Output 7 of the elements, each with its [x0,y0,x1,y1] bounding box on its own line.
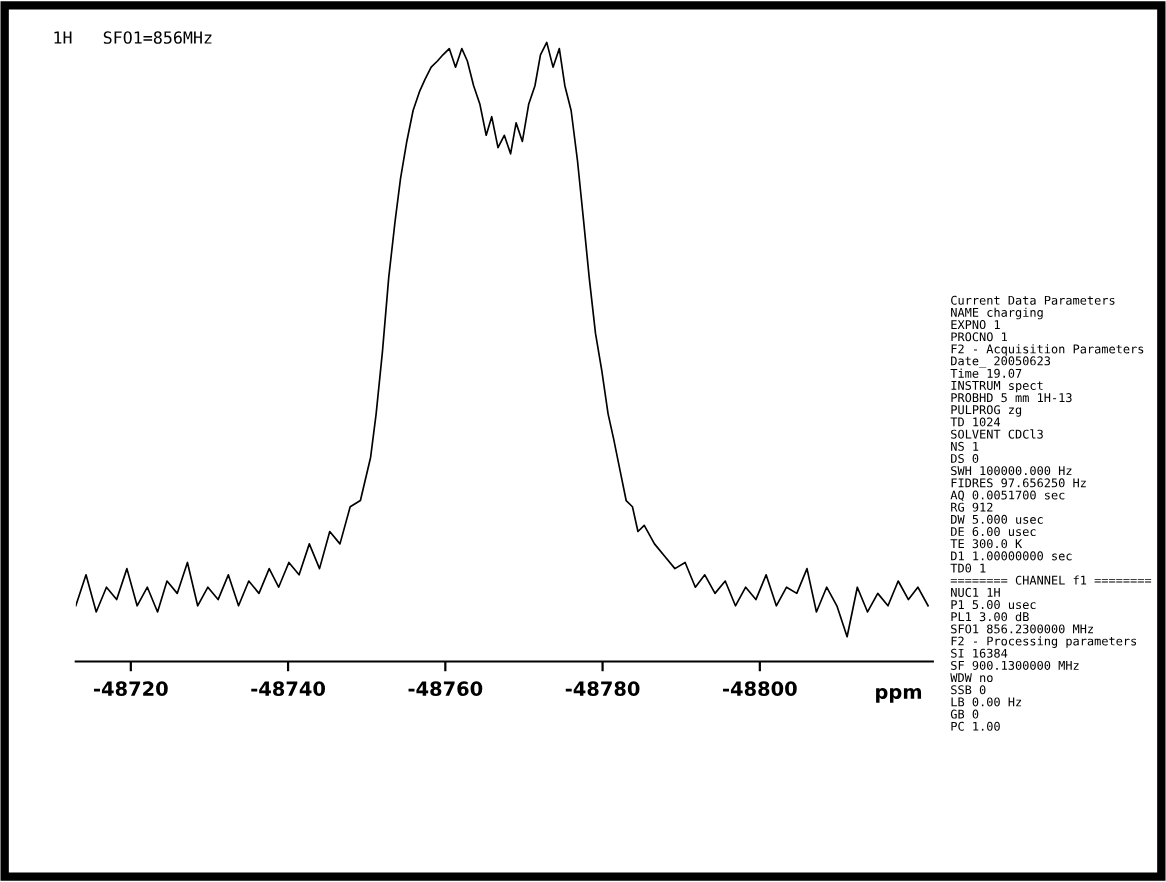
x-tick-label: -48780 [565,681,640,696]
annotation: 1H SFO1=856MHz [54,31,212,44]
x-tick-label: -48720 [94,681,168,696]
x-axis-title: ppm [876,687,922,703]
x-tick-label: -48760 [408,681,483,696]
x-tick-label: -48740 [251,681,326,696]
x-tick-label: -48800 [723,681,797,696]
